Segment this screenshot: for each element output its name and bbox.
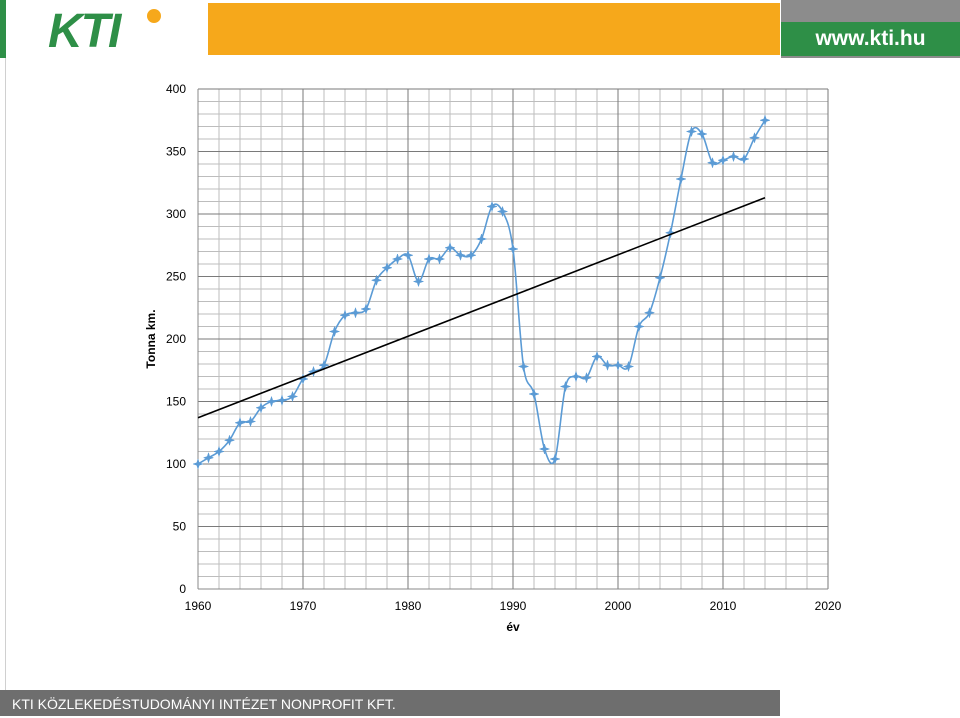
data-point-marker <box>507 243 519 255</box>
trend-line <box>197 197 766 419</box>
x-tick-label: 1980 <box>395 599 422 613</box>
y-tick-label: 100 <box>166 457 186 471</box>
logo-stripe <box>0 0 6 58</box>
y-tick-label: 50 <box>173 520 187 534</box>
data-point-marker <box>423 253 435 265</box>
data-point-marker <box>391 253 404 265</box>
kti-logo: KTI <box>0 0 195 58</box>
data-point-marker <box>202 451 215 464</box>
data-point-marker <box>738 153 750 165</box>
y-axis-label: Tonna km. <box>144 309 158 368</box>
data-point-marker <box>475 233 488 245</box>
data-point-marker <box>234 416 246 429</box>
data-point-marker <box>643 306 656 319</box>
data-point-marker <box>528 388 540 400</box>
y-tick-label: 200 <box>166 332 186 346</box>
header: KTI www.kti.hu <box>0 0 960 58</box>
data-point-marker <box>559 380 572 393</box>
line-chart: 0 50 100 150 200 250 300 350 400 1960 1970 1980 1990… <box>144 82 842 634</box>
data-point-marker <box>307 365 320 378</box>
data-point-marker <box>759 114 771 127</box>
x-tick-label: 2010 <box>710 599 737 613</box>
data-point-marker <box>633 320 645 333</box>
y-tick-label: 150 <box>166 395 186 409</box>
data-point-marker <box>433 253 446 265</box>
x-tick-label: 2000 <box>605 599 632 613</box>
data-point-marker <box>444 241 456 254</box>
x-tick-label: 1960 <box>185 599 212 613</box>
data-point-marker <box>612 359 624 372</box>
data-point-marker <box>244 415 257 428</box>
data-point-marker <box>349 306 362 319</box>
logo-sun-icon <box>147 9 161 23</box>
data-point-marker <box>622 360 635 373</box>
data-point-marker <box>706 156 719 169</box>
data-point-marker <box>549 453 561 465</box>
data-point-marker <box>328 325 341 338</box>
data-point-marker <box>496 205 509 218</box>
x-tick-label: 2020 <box>815 599 842 613</box>
x-tick-label: 1990 <box>500 599 527 613</box>
data-point-marker <box>486 200 498 213</box>
data-point-marker <box>412 275 425 288</box>
x-tick-label: 1970 <box>290 599 317 613</box>
data-point-marker <box>381 261 393 274</box>
data-point-marker <box>570 370 582 383</box>
data-point-marker <box>748 131 761 144</box>
data-point-marker <box>213 445 225 458</box>
data-point-marker <box>318 359 330 372</box>
header-orange-band <box>208 3 780 55</box>
data-point-marker <box>255 401 267 414</box>
footer-bar: KTI KÖZLEKEDÉSTUDOMÁNYI INTÉZET NONPROFI… <box>0 690 780 716</box>
data-point-marker <box>538 443 551 455</box>
data-point-marker <box>465 249 477 262</box>
data-point-marker <box>717 154 729 167</box>
x-axis-label: év <box>506 620 520 634</box>
data-point-marker <box>454 249 467 262</box>
data-point-marker <box>370 274 383 287</box>
y-tick-label: 400 <box>166 82 186 96</box>
data-point-marker <box>517 360 530 373</box>
y-tick-label: 250 <box>166 270 186 284</box>
logo-text: KTI <box>48 5 121 58</box>
data-point-marker <box>223 434 236 447</box>
data-point-marker <box>696 128 708 140</box>
y-tick-label: 350 <box>166 145 186 159</box>
data-point-marker <box>727 150 740 163</box>
data-point-marker <box>654 271 666 284</box>
data-point-marker <box>580 371 593 384</box>
data-point-marker <box>601 359 614 372</box>
data-point-marker <box>591 350 603 363</box>
data-point-marker <box>685 125 698 138</box>
data-point-marker <box>402 249 414 262</box>
website-url: www.kti.hu <box>781 22 960 56</box>
data-point-marker <box>192 458 204 470</box>
y-tick-label: 300 <box>166 207 186 221</box>
data-point-marker <box>276 394 288 407</box>
data-point-marker <box>286 390 299 403</box>
left-border-line <box>5 58 6 690</box>
data-point-marker <box>265 395 278 408</box>
data-point-marker <box>675 173 687 185</box>
data-point-marker <box>360 303 372 315</box>
y-tick-label: 0 <box>179 582 186 596</box>
data-point-marker <box>339 309 351 322</box>
data-point-marker <box>664 226 677 239</box>
